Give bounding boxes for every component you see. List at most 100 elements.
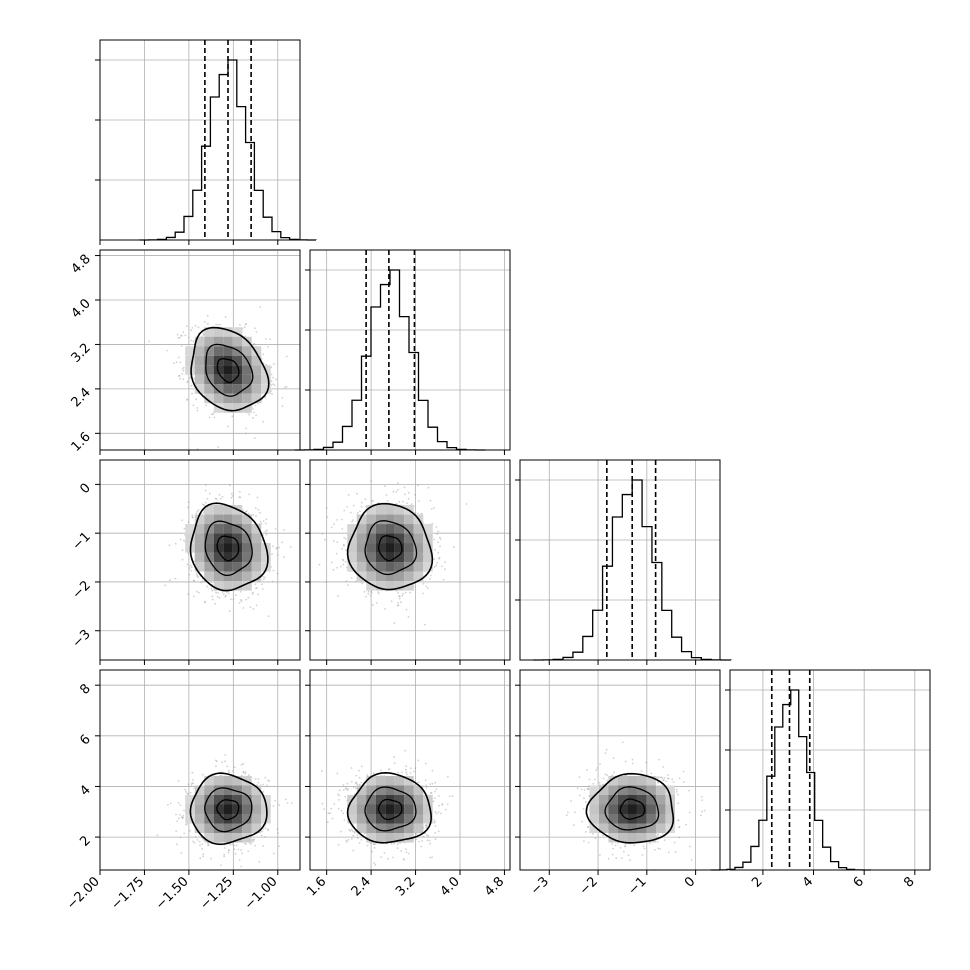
sample-point	[249, 606, 252, 609]
density-cell	[232, 562, 243, 572]
sample-point	[256, 496, 259, 499]
sample-point	[252, 513, 255, 516]
density-cell	[385, 514, 395, 525]
sample-point	[204, 501, 207, 504]
sample-point	[261, 358, 263, 360]
density-cell	[223, 393, 233, 404]
x-tick-label: −1.25	[197, 874, 236, 913]
density-cell	[242, 393, 252, 404]
sample-point	[206, 314, 209, 317]
sample-point	[187, 521, 190, 523]
sample-point	[417, 484, 419, 487]
density-cell	[356, 524, 367, 534]
density-cell	[232, 393, 243, 404]
sample-point	[397, 602, 399, 604]
density-cell	[232, 581, 243, 591]
density-cell	[251, 365, 262, 375]
density-cell	[232, 785, 243, 795]
sample-point	[178, 336, 181, 339]
density-cell	[413, 552, 424, 563]
sample-point	[401, 594, 404, 597]
y-tick-label: 1.6	[69, 430, 94, 455]
sample-point	[342, 563, 345, 566]
sample-point	[186, 792, 189, 795]
sample-point	[265, 522, 267, 525]
sample-point	[164, 584, 167, 587]
sample-point	[262, 353, 265, 356]
sample-point	[191, 516, 194, 519]
sample-point	[285, 385, 288, 388]
sample-point	[272, 545, 274, 548]
density-cell	[232, 804, 243, 814]
sample-point	[330, 526, 333, 529]
density-cell	[194, 524, 205, 534]
sample-point	[352, 519, 354, 521]
sample-point	[271, 580, 274, 583]
sample-point	[177, 801, 180, 804]
density-cell	[194, 813, 205, 824]
y-tick-label: −1	[70, 529, 94, 553]
sample-point	[225, 591, 228, 593]
sample-point	[212, 413, 215, 416]
sample-point	[224, 316, 227, 319]
sample-point	[179, 361, 182, 364]
sample-point	[330, 561, 333, 564]
sample-point	[244, 771, 247, 773]
sample-point	[187, 793, 190, 796]
density-cell	[185, 355, 195, 366]
panel-2-0: −3−2−10	[70, 459, 301, 665]
density-cell	[251, 346, 262, 356]
sample-point	[403, 486, 406, 489]
sample-point	[148, 340, 150, 343]
sample-point	[225, 594, 227, 597]
sample-point	[223, 855, 226, 858]
sample-point	[196, 407, 199, 409]
sample-point	[247, 596, 250, 599]
sample-point	[398, 595, 400, 598]
sample-point	[208, 416, 211, 419]
sample-point	[177, 337, 180, 339]
contour-2	[189, 502, 269, 592]
sample-point	[345, 580, 348, 583]
sample-point	[291, 802, 293, 804]
sample-point	[367, 592, 370, 595]
sample-point	[184, 790, 187, 793]
density-cell	[204, 832, 214, 843]
sample-point	[227, 849, 230, 852]
density-cell	[185, 813, 195, 824]
density-cell	[194, 336, 205, 347]
density-cell	[251, 552, 262, 563]
density-cell	[232, 403, 243, 413]
density-cell	[232, 775, 243, 786]
sample-point	[197, 326, 200, 329]
sample-point	[264, 530, 267, 533]
sample-point	[276, 572, 279, 575]
sample-point	[227, 849, 230, 852]
sample-point	[228, 484, 231, 487]
sample-point	[429, 842, 432, 845]
density-cell	[213, 514, 224, 525]
sample-point	[263, 578, 265, 581]
sample-point	[252, 840, 255, 843]
density-cell	[242, 571, 252, 582]
sample-point	[336, 541, 339, 544]
sample-point	[252, 838, 255, 841]
sample-point	[259, 306, 262, 308]
sample-point	[167, 803, 169, 806]
density-cell	[204, 543, 214, 553]
sample-point	[189, 564, 192, 567]
sample-point	[197, 591, 200, 594]
density-cell	[213, 524, 224, 534]
sample-point	[278, 845, 280, 848]
panel-1-1	[294, 249, 511, 455]
sample-point	[190, 329, 193, 332]
sample-point	[255, 330, 258, 333]
density-cell	[213, 533, 224, 544]
contour-1	[205, 343, 254, 397]
sample-point	[191, 771, 194, 774]
x-tick-label: −1.75	[108, 874, 147, 913]
sample-point	[187, 783, 190, 786]
density-cell	[423, 552, 433, 563]
sample-point	[182, 539, 185, 542]
sample-point	[402, 858, 405, 860]
